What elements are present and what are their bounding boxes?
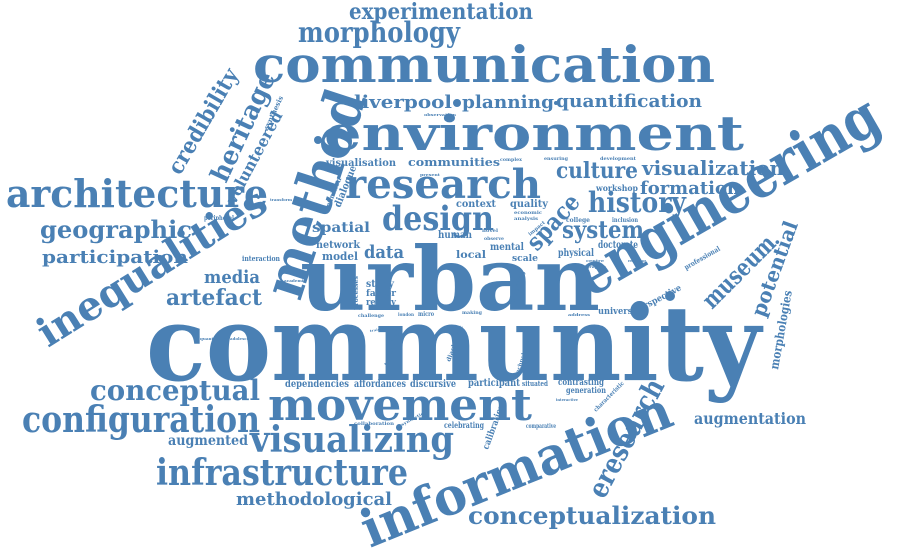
word-participant: participant [468, 378, 520, 389]
word-architecture: architecture [6, 171, 268, 216]
word-processes: processes [353, 275, 360, 310]
word-communities: communities [408, 156, 500, 169]
word-london: london [398, 312, 414, 318]
word-mental: mental [490, 242, 524, 253]
word-economic: economic [514, 210, 542, 216]
word-conceptual: conceptual [90, 374, 260, 407]
word-reality: reality [366, 298, 397, 308]
word-environment: environment [324, 106, 744, 162]
word-media: media [204, 267, 260, 288]
word-micro: micro [418, 311, 434, 318]
word-situated: situated [522, 379, 548, 388]
word-affordances: affordances [354, 379, 406, 390]
word-augmentation: augmentation [694, 409, 806, 428]
word-spatial: spatial [312, 220, 370, 236]
word-urban: urban [300, 227, 600, 331]
word-study: study [366, 279, 395, 290]
word-geographic: geographic [40, 215, 192, 244]
word-adolescent: adolescent [230, 336, 254, 341]
word-analysis: analysis [514, 216, 538, 222]
word-visualization: visualization [641, 156, 784, 180]
word-conceptualization: conceptualization [468, 501, 716, 530]
word-methodological: methodological [236, 489, 392, 510]
word-design: design [382, 199, 494, 239]
word-comparative: comparative [526, 423, 556, 430]
word-development: development [600, 156, 637, 162]
word-infrastructure: infrastructure [156, 452, 408, 494]
word-participation: participation [42, 247, 188, 268]
word-context: context [456, 199, 496, 210]
word-making: making [462, 310, 482, 316]
word-configuration: configuration [22, 399, 260, 441]
word-dependencies: dependencies [285, 379, 349, 390]
dot-environment-left [314, 136, 322, 144]
word-interactive: interactive [556, 397, 578, 402]
word-centre: centre [586, 258, 605, 263]
word-movement: movement [268, 380, 533, 431]
word-complex: complex [500, 157, 523, 163]
word-inclusion: inclusion [612, 217, 639, 224]
word-relating: relating [628, 258, 646, 263]
word-collaboration: collaboration [354, 421, 394, 427]
word-local: local [456, 250, 486, 261]
word-augmented: augmented [168, 433, 248, 449]
word-discursive: discursive [410, 379, 456, 390]
word-interaction: interaction [242, 254, 280, 263]
word-academic: academic [284, 278, 307, 283]
word-training: training [369, 326, 389, 333]
word-data: data [364, 242, 404, 263]
word-visualisation: visualisation [325, 158, 397, 169]
word-visualizing: visualizing [249, 419, 454, 461]
dot-community-end [665, 291, 675, 301]
word-challenge: challenge [358, 313, 384, 319]
word-university: university [598, 307, 645, 317]
word-observe: observe [484, 236, 504, 242]
word-communication: communication [253, 35, 715, 94]
word-novel: novel [482, 228, 498, 234]
word-address: address [568, 312, 591, 317]
word-research: research [345, 161, 541, 208]
word-observation: observation [424, 112, 456, 117]
word-quantitative: quantitative [200, 336, 228, 341]
word-scale: scale [512, 254, 538, 264]
word-community: community [146, 282, 763, 405]
word-tactile: tactile [482, 325, 494, 329]
word-formation: formation [640, 178, 740, 199]
word-liverpool: liverpool [354, 92, 452, 113]
word-factor: factor [366, 289, 396, 299]
dot-planning-quantification [554, 101, 558, 105]
word-generation: generation [566, 385, 606, 395]
word-doctorate: doctorate [598, 240, 638, 251]
word-culture: culture [556, 158, 638, 184]
dot-liverpool-planning [453, 99, 461, 107]
word-physical: physical [558, 248, 594, 259]
word-morphology: morphology [298, 16, 461, 49]
word-quantification: quantification [556, 91, 702, 112]
word-peripheral: peripheral [204, 215, 235, 222]
word-network: network [316, 240, 361, 251]
word-artefact: artefact [166, 285, 263, 311]
word-transform: transform [270, 197, 293, 202]
word-experimentation: experimentation [349, 0, 533, 25]
word-workshop: workshop [595, 183, 638, 193]
word-ensuring: ensuring [544, 156, 568, 162]
word-human: human [438, 230, 473, 241]
word-present: present [420, 172, 440, 177]
word-planning: planning [462, 92, 554, 113]
word-contrasting: contrasting [558, 378, 605, 388]
word-celebrating: celebrating [444, 420, 484, 430]
word-model: model [322, 250, 358, 263]
word-history: history [588, 186, 687, 219]
word-quality: quality [510, 199, 549, 210]
word-system: system [562, 215, 644, 244]
word-graphic: graphic [586, 264, 607, 269]
word-college: college [566, 217, 590, 224]
